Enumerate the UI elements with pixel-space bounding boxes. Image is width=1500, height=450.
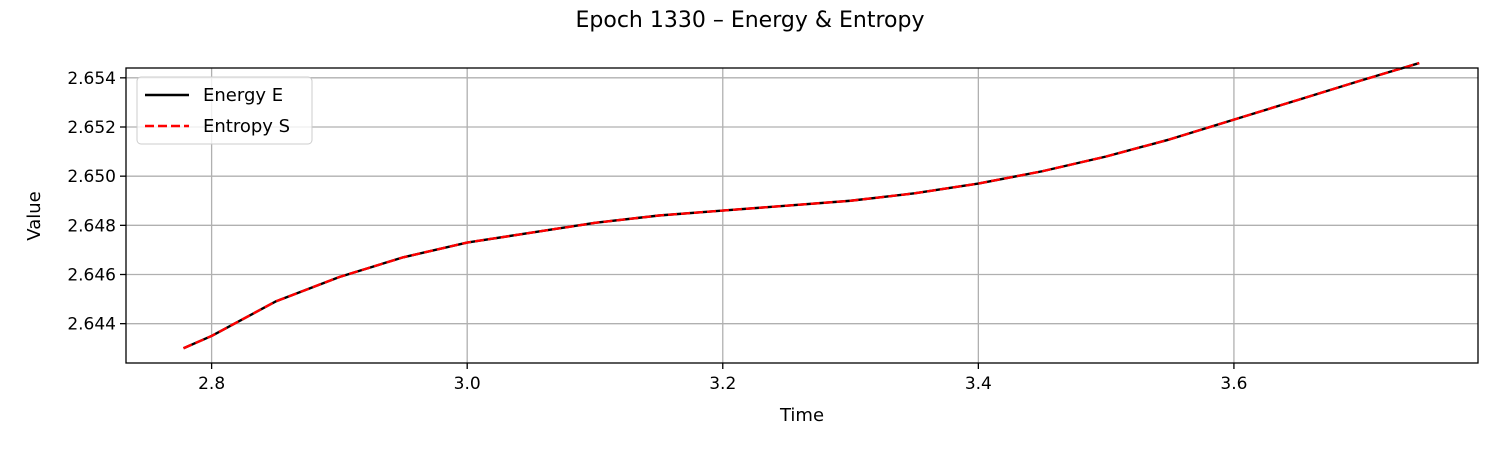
series-lines xyxy=(183,61,1420,350)
grid xyxy=(126,68,1478,363)
y-axis-ticks: 2.644 2.646 2.648 2.650 2.652 2.654 xyxy=(67,69,126,335)
x-axis-label: Time xyxy=(779,405,824,426)
legend-label: Entropy S xyxy=(203,116,290,137)
x-tick-label: 3.2 xyxy=(709,374,736,394)
chart-title: Epoch 1330 – Energy & Entropy xyxy=(576,8,925,33)
series-line-entropy-s xyxy=(183,61,1420,350)
y-tick-label: 2.644 xyxy=(67,315,116,335)
y-tick-label: 2.650 xyxy=(67,167,116,187)
y-tick-label: 2.646 xyxy=(67,266,116,286)
legend: Energy E Entropy S xyxy=(136,76,313,145)
y-tick-label: 2.654 xyxy=(67,69,116,89)
x-tick-label: 3.4 xyxy=(965,374,992,394)
x-tick-label: 2.8 xyxy=(198,374,225,394)
x-axis-ticks: 2.8 3.0 3.2 3.4 3.6 xyxy=(198,363,1247,394)
y-tick-label: 2.648 xyxy=(67,216,116,236)
y-axis-label: Value xyxy=(24,191,45,240)
legend-box xyxy=(136,76,313,145)
x-tick-label: 3.0 xyxy=(454,374,481,394)
x-tick-label: 3.6 xyxy=(1220,374,1247,394)
y-tick-label: 2.652 xyxy=(67,118,116,138)
plot-area-frame xyxy=(125,67,1479,364)
legend-label: Energy E xyxy=(203,85,283,106)
